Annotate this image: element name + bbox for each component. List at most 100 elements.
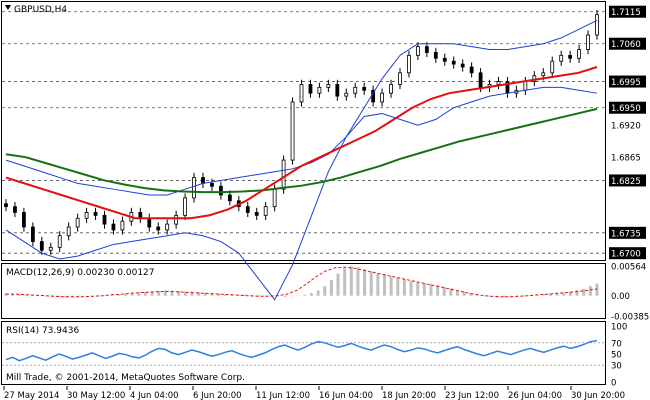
macd-bar (469, 293, 473, 296)
candle-body (219, 185, 223, 196)
macd-bar (349, 266, 353, 296)
candle-body (84, 212, 89, 219)
rsi-axis-label: 50 (611, 351, 622, 361)
price-tag-box (609, 247, 646, 260)
macd-bar (575, 290, 579, 296)
macd-bar (163, 290, 167, 296)
macd-bar (70, 295, 74, 297)
candle-body (380, 92, 384, 103)
macd-bar (243, 294, 247, 296)
rsi-axis-label: 0 (611, 379, 616, 389)
macd-bar (143, 292, 147, 296)
macd-bar (582, 288, 586, 296)
candle-body (353, 86, 358, 94)
macd-bar (97, 295, 101, 297)
candle-body (451, 60, 456, 65)
macd-bar (64, 295, 68, 298)
macd-bar (24, 294, 28, 296)
candle-body (424, 46, 429, 53)
candle-body (102, 214, 107, 225)
macd-bar (216, 293, 220, 296)
time-axis-label: 16 Jun 04:00 (319, 391, 373, 400)
macd-bar (223, 294, 227, 296)
macd-bar (303, 294, 307, 296)
candle-body (541, 72, 546, 77)
macd-bar (290, 295, 294, 297)
macd-bar (57, 295, 61, 298)
macd-plot (4, 266, 599, 298)
candle-body (595, 14, 599, 36)
candle-body (4, 203, 8, 208)
macd-bar (363, 269, 367, 296)
rsi-axis-label: 70 (611, 339, 622, 349)
macd-bar (104, 295, 108, 296)
candle-body (165, 223, 170, 231)
candle-body (442, 57, 447, 62)
candle-body (586, 34, 590, 50)
candle-body (30, 226, 35, 242)
price-tag-box (609, 37, 646, 50)
price-tag-box (609, 5, 646, 18)
price-axis-label: 1.7115 (611, 8, 641, 18)
price-axis-label: 1.6700 (611, 250, 641, 260)
time-axis-label: 23 Jun 12:00 (445, 391, 499, 400)
macd-bar (283, 295, 287, 297)
macd-bar (356, 267, 360, 296)
candle-body (147, 217, 152, 228)
time-axis-label: 30 Jun 20:00 (571, 391, 625, 400)
macd-bar (124, 293, 128, 296)
candle-body (407, 54, 411, 74)
macd-bar (502, 295, 506, 298)
candle-body (227, 194, 232, 202)
candle-body (398, 72, 402, 85)
candle-body (254, 212, 259, 216)
macd-bar (449, 288, 453, 296)
rsi-line (5, 339, 598, 362)
ma-slow-line (5, 107, 598, 194)
candle-body (183, 197, 187, 216)
candle-body (568, 54, 573, 59)
candle-body (13, 206, 17, 213)
price-axis-label: 1.6825 (611, 177, 641, 187)
macd-bar (442, 286, 446, 296)
macd-bar (130, 293, 134, 296)
macd-axis-label: 0.00564 (611, 263, 646, 273)
macd-bar (44, 295, 48, 297)
macd-bar (568, 291, 572, 296)
macd-bar (343, 268, 347, 296)
price-tag-box (609, 174, 646, 187)
macd-bar (309, 293, 313, 296)
rsi-title: RSI(14) 73.9436 (6, 326, 79, 336)
candle-body (48, 246, 53, 251)
macd-bar (383, 274, 387, 296)
candle-body (299, 84, 304, 103)
candle-body (156, 226, 161, 231)
candle-body (93, 212, 98, 216)
candle-body (326, 84, 331, 88)
candle-body (577, 49, 581, 59)
macd-bar (329, 279, 333, 296)
time-axis-label: 30 May 12:00 (67, 391, 125, 400)
macd-bar (263, 295, 267, 297)
candle-body (39, 241, 44, 251)
candle-body (433, 52, 438, 59)
macd-bar (549, 293, 553, 296)
macd-bar (256, 295, 260, 296)
price-axis-label: 1.6920 (611, 122, 641, 132)
macd-bar (462, 291, 466, 296)
candle-body (478, 72, 483, 88)
macd-bar (170, 290, 174, 296)
price-plot (2, 9, 605, 301)
candle-body (496, 81, 501, 85)
ma-fast-line (5, 66, 598, 220)
chevron-down-icon[interactable] (5, 5, 11, 10)
macd-axis-label: -0.00385 (611, 313, 649, 323)
macd-axis-label: 0.00 (611, 292, 630, 302)
candle-body (523, 81, 528, 91)
candle-body (460, 63, 465, 68)
candle-body (245, 206, 250, 213)
macd-bar (396, 277, 400, 296)
macd-bar (137, 292, 141, 296)
price-axis-label: 1.7060 (611, 40, 641, 50)
